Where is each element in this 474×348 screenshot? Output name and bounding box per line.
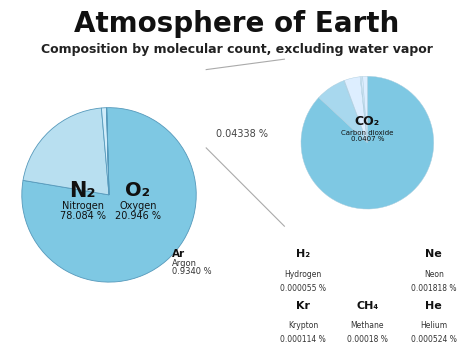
Text: Krypton: Krypton	[288, 321, 319, 330]
Wedge shape	[22, 108, 196, 282]
Text: Ne: Ne	[425, 249, 442, 259]
Text: Composition by molecular count, excluding water vapor: Composition by molecular count, excludin…	[41, 44, 433, 56]
Text: Nitrogen: Nitrogen	[62, 201, 104, 211]
Wedge shape	[345, 77, 367, 143]
Text: 0.000114 %: 0.000114 %	[281, 335, 326, 344]
Wedge shape	[107, 108, 109, 195]
Text: 20.946 %: 20.946 %	[115, 211, 161, 221]
Text: Neon: Neon	[424, 270, 444, 279]
Wedge shape	[363, 76, 367, 143]
Text: Atmosphere of Earth: Atmosphere of Earth	[74, 10, 400, 38]
Wedge shape	[344, 80, 367, 143]
Text: 0.001818 %: 0.001818 %	[411, 284, 456, 293]
Text: 78.084 %: 78.084 %	[60, 211, 106, 221]
Wedge shape	[23, 108, 109, 195]
Text: H₂: H₂	[296, 249, 310, 259]
Wedge shape	[360, 77, 367, 143]
Text: Helium: Helium	[420, 321, 447, 330]
Text: 0.000055 %: 0.000055 %	[280, 284, 327, 293]
Text: CO₂: CO₂	[355, 115, 380, 128]
Wedge shape	[319, 81, 367, 143]
Text: N₂: N₂	[70, 181, 96, 200]
Text: 0.000524 %: 0.000524 %	[411, 335, 456, 344]
Text: O₂: O₂	[125, 181, 150, 200]
Text: CH₄: CH₄	[356, 301, 378, 311]
Text: Methane: Methane	[351, 321, 384, 330]
Text: Argon: Argon	[172, 259, 197, 268]
Text: Hydrogen: Hydrogen	[285, 270, 322, 279]
Text: Ar: Ar	[172, 249, 185, 259]
Text: 0.9340 %: 0.9340 %	[172, 267, 211, 276]
Text: 0.04338 %: 0.04338 %	[216, 129, 268, 139]
Text: 0.0407 %: 0.0407 %	[351, 136, 384, 142]
Wedge shape	[101, 108, 109, 195]
Text: Carbon dioxide: Carbon dioxide	[341, 130, 393, 136]
Text: 0.00018 %: 0.00018 %	[347, 335, 388, 344]
Text: He: He	[425, 301, 442, 311]
Wedge shape	[301, 76, 434, 209]
Text: Kr: Kr	[296, 301, 310, 311]
Wedge shape	[361, 77, 367, 143]
Text: Oxygen: Oxygen	[119, 201, 156, 211]
